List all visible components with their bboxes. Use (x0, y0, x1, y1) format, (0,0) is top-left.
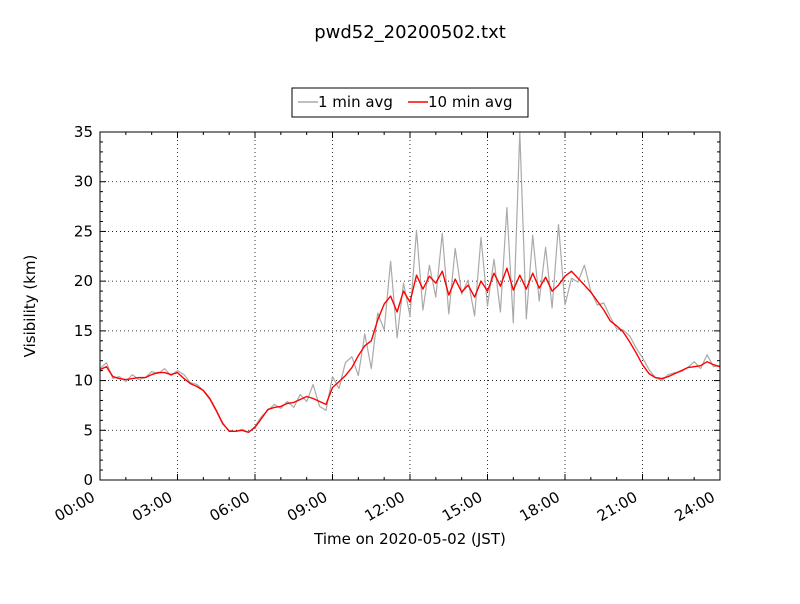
y-axis-title: Visibility (km) (21, 255, 39, 358)
y-tick-label: 5 (83, 421, 93, 439)
x-tick-label: 15:00 (439, 488, 485, 525)
x-tick-label: 21:00 (594, 488, 640, 525)
x-tick-label: 12:00 (362, 488, 408, 525)
y-tick-label: 0 (83, 471, 93, 489)
y-tick-label: 25 (74, 222, 93, 240)
y-tick-label: 30 (74, 173, 93, 191)
series-line-10-min-avg (99, 267, 721, 433)
legend-label-10-min-avg: 10 min avg (428, 93, 513, 111)
legend-label-1-min-avg: 1 min avg (318, 93, 393, 111)
series-layer (99, 131, 721, 433)
y-tick-label: 10 (74, 372, 93, 390)
y-tick-label: 20 (74, 272, 93, 290)
y-tick-label: 35 (74, 123, 93, 141)
x-tick-label: 18:00 (517, 488, 563, 525)
tick-layer (99, 131, 721, 481)
x-tick-label: 00:00 (52, 488, 98, 525)
series-line-1-min-avg (99, 131, 721, 433)
x-axis-title: Time on 2020-05-02 (JST) (313, 530, 506, 548)
x-tick-label: 09:00 (284, 488, 330, 525)
x-tick-label: 06:00 (207, 488, 253, 525)
chart-title: pwd52_20200502.txt (314, 22, 506, 43)
grid-layer (100, 132, 720, 480)
x-tick-label: 24:00 (672, 488, 718, 525)
y-tick-label: 15 (74, 322, 93, 340)
legend: 1 min avg 10 min avg (291, 87, 529, 118)
x-tick-label: 03:00 (129, 488, 175, 525)
